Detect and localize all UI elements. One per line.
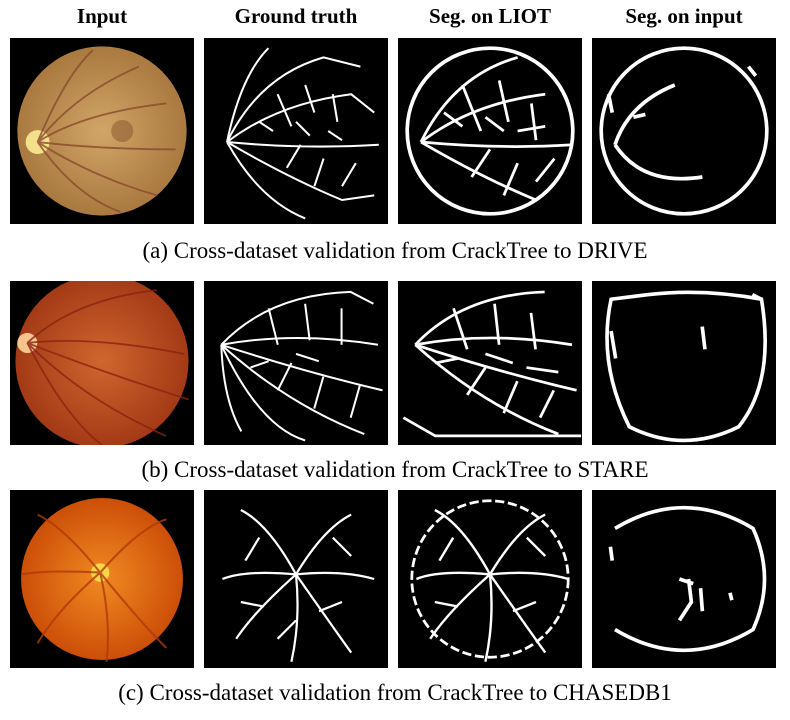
row-c-ground-truth-image	[204, 490, 388, 668]
column-header-seg-input: Seg. on input	[625, 4, 743, 28]
row-b-ground-truth-image	[204, 281, 388, 445]
column-header-input: Input	[76, 4, 128, 28]
row-b-input-image	[10, 281, 194, 445]
row-c-seg-liot-image	[398, 490, 582, 668]
row-c-seg-input-image	[592, 490, 776, 668]
row-c-input-image	[10, 490, 194, 668]
column-header-ground-truth: Ground truth	[234, 4, 358, 28]
column-header-seg-liot: Seg. on LIOT	[429, 4, 551, 28]
row-b-seg-liot-image	[398, 281, 582, 445]
row-a-seg-input-image	[592, 38, 776, 224]
row-a-ground-truth-image	[204, 38, 388, 224]
row-a-input-image	[10, 38, 194, 224]
row-a-seg-liot-image	[398, 38, 582, 224]
row-a-caption: (a) Cross-dataset validation from CrackT…	[142, 238, 648, 263]
row-b-seg-input-image	[592, 281, 776, 445]
row-b-caption: (b) Cross-dataset validation from CrackT…	[141, 457, 649, 482]
row-c-caption: (c) Cross-dataset validation from CrackT…	[118, 680, 672, 705]
